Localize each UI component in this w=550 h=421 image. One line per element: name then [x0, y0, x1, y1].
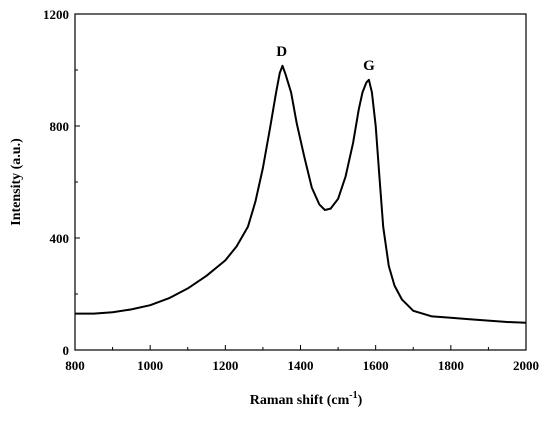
series [75, 64, 527, 324]
x-tick-label: 800 [65, 358, 85, 373]
x-axis-title-close: ) [358, 393, 363, 408]
x-tick-label: 1000 [137, 358, 163, 373]
x-tick-label: 2000 [513, 358, 539, 373]
x-axis-title: Raman shift (cm-1) [250, 390, 363, 408]
x-tick-label: 1400 [288, 358, 314, 373]
plot-frame [74, 13, 527, 351]
peak-annotations: DG [276, 44, 375, 74]
y-tick-label: 1200 [43, 7, 69, 22]
y-tick-label: 800 [50, 119, 70, 134]
x-tick-label: 1800 [438, 358, 464, 373]
peak-label-g: G [363, 58, 375, 74]
y-tick-label: 0 [63, 343, 70, 358]
x-axis-title-main: Raman shift (cm [250, 393, 350, 408]
y-axis-title: Intensity (a.u.) [9, 138, 24, 226]
y-ticks: 0 400 800 1200 [43, 7, 80, 358]
peak-label-d: D [276, 44, 287, 60]
y-tick-label: 400 [50, 231, 70, 246]
x-axis-title-superscript: -1 [349, 390, 357, 401]
x-ticks: 800 1000 1200 1400 1600 1800 2000 [65, 345, 539, 373]
x-tick-label: 1200 [212, 358, 238, 373]
axes [74, 13, 527, 351]
spectrum-line [75, 64, 527, 324]
x-tick-label: 1600 [363, 358, 389, 373]
